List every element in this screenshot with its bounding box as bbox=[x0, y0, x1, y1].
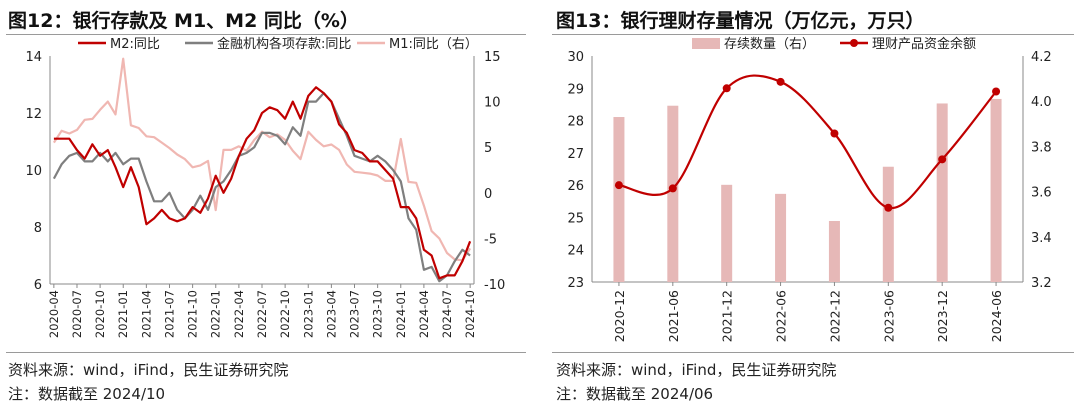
balance-point bbox=[668, 184, 677, 193]
left-footer-rule bbox=[6, 352, 526, 353]
balance-point bbox=[722, 84, 731, 93]
x-tick-label: 2024-04 bbox=[417, 290, 431, 338]
bar-count bbox=[775, 193, 787, 282]
legend-label: M1:同比（右） bbox=[389, 37, 478, 52]
y-left-tick-label: 12 bbox=[25, 107, 42, 122]
balance-point bbox=[884, 203, 893, 212]
right-footer-rule bbox=[552, 352, 1074, 353]
x-tick-label: 2024-10 bbox=[463, 290, 477, 338]
x-tick-label: 2022-07 bbox=[255, 290, 269, 338]
y-left-tick-label: 14 bbox=[25, 50, 42, 65]
y-right-tick-label: 10 bbox=[484, 96, 501, 111]
legend-swatch-bar bbox=[692, 38, 720, 49]
y-left-tick-label: 26 bbox=[567, 179, 584, 194]
y-right-tick-label: 3.8 bbox=[1031, 140, 1052, 155]
left-source-text: 资料来源：wind，iFind，民生证券研究院 bbox=[8, 361, 289, 379]
y-right-tick-label: 5 bbox=[484, 141, 492, 156]
balance-point bbox=[938, 155, 947, 164]
series-line-m2 bbox=[53, 86, 472, 280]
x-tick-label: 2020-10 bbox=[93, 290, 107, 338]
right-title-rule bbox=[552, 34, 1074, 35]
x-tick-label: 2024-06 bbox=[989, 290, 1004, 342]
y-left-tick-label: 23 bbox=[567, 276, 584, 291]
legend-label: 存续数量（右） bbox=[724, 37, 815, 52]
y-left-tick-label: 30 bbox=[567, 50, 584, 65]
bar-count bbox=[828, 220, 840, 282]
bar-count bbox=[667, 105, 679, 282]
balance-point bbox=[776, 77, 785, 86]
y-right-tick-label: 15 bbox=[484, 50, 501, 65]
x-tick-label: 2022-04 bbox=[232, 290, 246, 338]
y-left-tick-label: 8 bbox=[34, 221, 42, 236]
x-tick-label: 2022-06 bbox=[774, 290, 789, 342]
x-tick-label: 2021-10 bbox=[186, 290, 200, 338]
x-tick-label: 2024-01 bbox=[394, 290, 408, 338]
right-chart-title: 图13：银行理财存量情况（万亿元，万只） bbox=[556, 10, 925, 32]
bar-count bbox=[613, 117, 625, 283]
x-tick-label: 2024-07 bbox=[440, 290, 454, 338]
y-left-tick-label: 6 bbox=[34, 278, 42, 293]
x-tick-label: 2022-01 bbox=[209, 290, 223, 338]
x-tick-label: 2022-10 bbox=[278, 290, 292, 338]
right-note-text: 注：数据截至 2024/06 bbox=[556, 385, 714, 403]
right-source-text: 资料来源：wind，iFind，民生证券研究院 bbox=[556, 361, 837, 379]
legend-label: M2:同比 bbox=[110, 37, 160, 52]
legend-swatch-marker bbox=[850, 39, 858, 47]
series-line-balance bbox=[618, 74, 997, 210]
x-tick-label: 2021-07 bbox=[162, 290, 176, 338]
y-right-tick-label: 4.2 bbox=[1031, 50, 1052, 65]
legend-label: 金融机构各项存款:同比 bbox=[217, 36, 351, 52]
x-tick-label: 2021-12 bbox=[720, 290, 735, 342]
left-title-rule bbox=[6, 34, 526, 35]
x-tick-label: 2020-04 bbox=[47, 290, 61, 338]
bar-count bbox=[721, 184, 733, 282]
x-tick-label: 2021-04 bbox=[139, 290, 153, 338]
bar-count bbox=[936, 103, 948, 283]
y-left-tick-label: 10 bbox=[25, 164, 42, 179]
y-right-tick-label: 3.2 bbox=[1031, 276, 1052, 291]
x-tick-label: 2021-01 bbox=[116, 290, 130, 338]
y-right-tick-label: -10 bbox=[484, 278, 505, 293]
left-chart-title: 图12：银行存款及 M1、M2 同比（%） bbox=[8, 10, 359, 32]
x-tick-label: 2020-07 bbox=[70, 290, 84, 338]
balance-point bbox=[992, 87, 1001, 96]
deposit-m1-m2-chart: 6 8 10 12 14 -10 -5 0 5 10 15 2020-04 2020-07 2020-10… bbox=[25, 36, 505, 338]
balance-point bbox=[614, 181, 623, 190]
x-tick-label: 2022-12 bbox=[827, 290, 842, 342]
y-right-tick-label: 4.0 bbox=[1031, 95, 1052, 110]
y-left-tick-label: 24 bbox=[567, 244, 584, 259]
x-tick-label: 2023-10 bbox=[371, 290, 385, 338]
x-tick-label: 2020-12 bbox=[612, 290, 627, 342]
x-tick-label: 2023-01 bbox=[301, 290, 315, 338]
y-left-tick-label: 29 bbox=[567, 82, 584, 97]
left-note-text: 注：数据截至 2024/10 bbox=[8, 385, 166, 403]
y-right-tick-label: -5 bbox=[484, 232, 497, 247]
balance-point bbox=[830, 129, 839, 138]
x-tick-label: 2023-04 bbox=[324, 290, 338, 338]
bar-count bbox=[990, 98, 1002, 282]
series-line-deposit bbox=[52, 91, 471, 283]
y-left-tick-label: 25 bbox=[567, 211, 584, 226]
x-tick-label: 2023-07 bbox=[348, 290, 362, 338]
y-right-tick-label: 3.4 bbox=[1031, 231, 1052, 246]
legend-label: 理财产品资金余额 bbox=[872, 36, 976, 52]
y-right-tick-label: 3.6 bbox=[1031, 186, 1052, 201]
y-right-tick-label: 0 bbox=[484, 187, 492, 202]
y-left-tick-label: 27 bbox=[567, 147, 584, 162]
x-tick-label: 2021-06 bbox=[666, 290, 681, 342]
series-line-m1 bbox=[52, 57, 472, 262]
bar-count bbox=[882, 166, 894, 282]
y-left-tick-label: 28 bbox=[567, 115, 584, 130]
x-tick-label: 2023-06 bbox=[881, 290, 896, 342]
x-tick-label: 2023-12 bbox=[935, 290, 950, 342]
